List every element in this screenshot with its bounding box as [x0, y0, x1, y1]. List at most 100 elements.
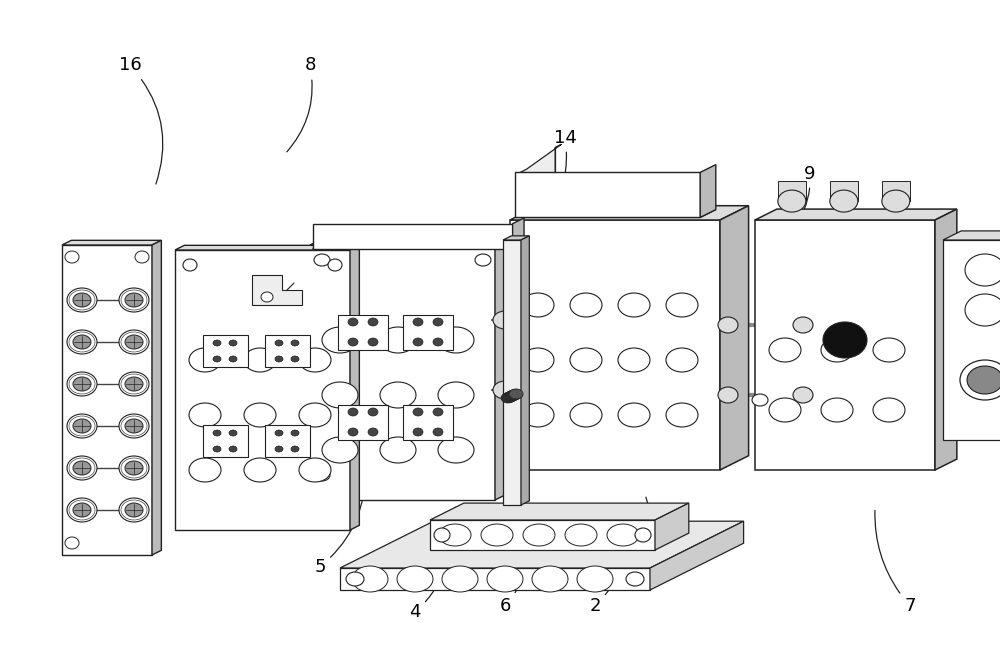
Bar	[882, 181, 910, 201]
Ellipse shape	[125, 461, 143, 475]
Ellipse shape	[348, 318, 358, 326]
Ellipse shape	[506, 390, 520, 400]
Ellipse shape	[830, 190, 858, 212]
Ellipse shape	[229, 430, 237, 436]
Ellipse shape	[73, 461, 91, 475]
Ellipse shape	[275, 356, 283, 362]
Ellipse shape	[299, 403, 331, 427]
Ellipse shape	[380, 327, 416, 353]
Ellipse shape	[666, 293, 698, 317]
Ellipse shape	[967, 366, 1000, 394]
Ellipse shape	[73, 377, 91, 391]
Ellipse shape	[67, 498, 97, 522]
Text: 16: 16	[119, 56, 163, 184]
Ellipse shape	[505, 391, 519, 401]
Polygon shape	[430, 503, 689, 520]
Ellipse shape	[244, 403, 276, 427]
Bar	[265, 335, 310, 367]
Ellipse shape	[67, 372, 97, 396]
Ellipse shape	[67, 456, 97, 480]
Ellipse shape	[229, 356, 237, 362]
Ellipse shape	[505, 391, 519, 401]
Ellipse shape	[73, 335, 91, 349]
Ellipse shape	[213, 356, 221, 362]
Ellipse shape	[368, 318, 378, 326]
Ellipse shape	[666, 403, 698, 427]
Ellipse shape	[438, 437, 474, 463]
Polygon shape	[655, 503, 689, 550]
Ellipse shape	[189, 458, 221, 482]
Ellipse shape	[413, 428, 423, 436]
Ellipse shape	[503, 392, 517, 402]
Ellipse shape	[565, 524, 597, 546]
Ellipse shape	[65, 537, 79, 549]
Ellipse shape	[433, 408, 443, 416]
Text: 8: 8	[287, 56, 316, 152]
Ellipse shape	[328, 259, 342, 271]
Ellipse shape	[119, 456, 149, 480]
Ellipse shape	[718, 387, 738, 403]
Text: 4: 4	[409, 507, 456, 622]
Ellipse shape	[73, 419, 91, 433]
Ellipse shape	[135, 251, 149, 263]
Ellipse shape	[275, 446, 283, 452]
Polygon shape	[513, 218, 524, 249]
Ellipse shape	[438, 382, 474, 408]
Polygon shape	[62, 245, 152, 555]
Polygon shape	[755, 220, 935, 470]
Bar	[830, 181, 858, 201]
Text: 9: 9	[792, 164, 816, 231]
Ellipse shape	[493, 381, 517, 399]
Ellipse shape	[793, 317, 813, 333]
Ellipse shape	[314, 469, 330, 481]
Ellipse shape	[213, 446, 221, 452]
Ellipse shape	[502, 393, 516, 403]
Polygon shape	[650, 521, 744, 590]
Text: 1: 1	[69, 320, 144, 402]
Ellipse shape	[125, 503, 143, 517]
Polygon shape	[521, 236, 529, 505]
Polygon shape	[62, 240, 161, 245]
Text: 2: 2	[589, 507, 631, 615]
Ellipse shape	[189, 403, 221, 427]
Ellipse shape	[481, 524, 513, 546]
Ellipse shape	[752, 394, 768, 406]
Polygon shape	[340, 568, 650, 590]
Ellipse shape	[433, 338, 443, 346]
Ellipse shape	[522, 348, 554, 372]
Ellipse shape	[244, 458, 276, 482]
Polygon shape	[152, 240, 161, 555]
Ellipse shape	[213, 340, 221, 346]
Ellipse shape	[508, 389, 522, 400]
Ellipse shape	[380, 382, 416, 408]
Ellipse shape	[368, 428, 378, 436]
Polygon shape	[350, 246, 359, 530]
Ellipse shape	[501, 393, 515, 403]
Ellipse shape	[635, 528, 651, 542]
Bar	[778, 181, 806, 201]
Polygon shape	[313, 224, 513, 249]
Ellipse shape	[502, 392, 516, 402]
Text: 3: 3	[209, 428, 260, 533]
Ellipse shape	[793, 387, 813, 403]
Ellipse shape	[618, 293, 650, 317]
Ellipse shape	[275, 430, 283, 436]
Text: 14: 14	[547, 128, 576, 220]
Ellipse shape	[352, 566, 388, 592]
Ellipse shape	[125, 293, 143, 307]
Ellipse shape	[229, 446, 237, 452]
Ellipse shape	[718, 317, 738, 333]
Ellipse shape	[291, 356, 299, 362]
Ellipse shape	[577, 566, 613, 592]
Ellipse shape	[487, 566, 523, 592]
Ellipse shape	[73, 503, 91, 517]
Polygon shape	[510, 206, 749, 220]
Ellipse shape	[508, 390, 522, 400]
Ellipse shape	[570, 348, 602, 372]
Ellipse shape	[119, 288, 149, 312]
Ellipse shape	[299, 458, 331, 482]
Ellipse shape	[368, 408, 378, 416]
Ellipse shape	[438, 327, 474, 353]
Ellipse shape	[433, 428, 443, 436]
Ellipse shape	[291, 446, 299, 452]
